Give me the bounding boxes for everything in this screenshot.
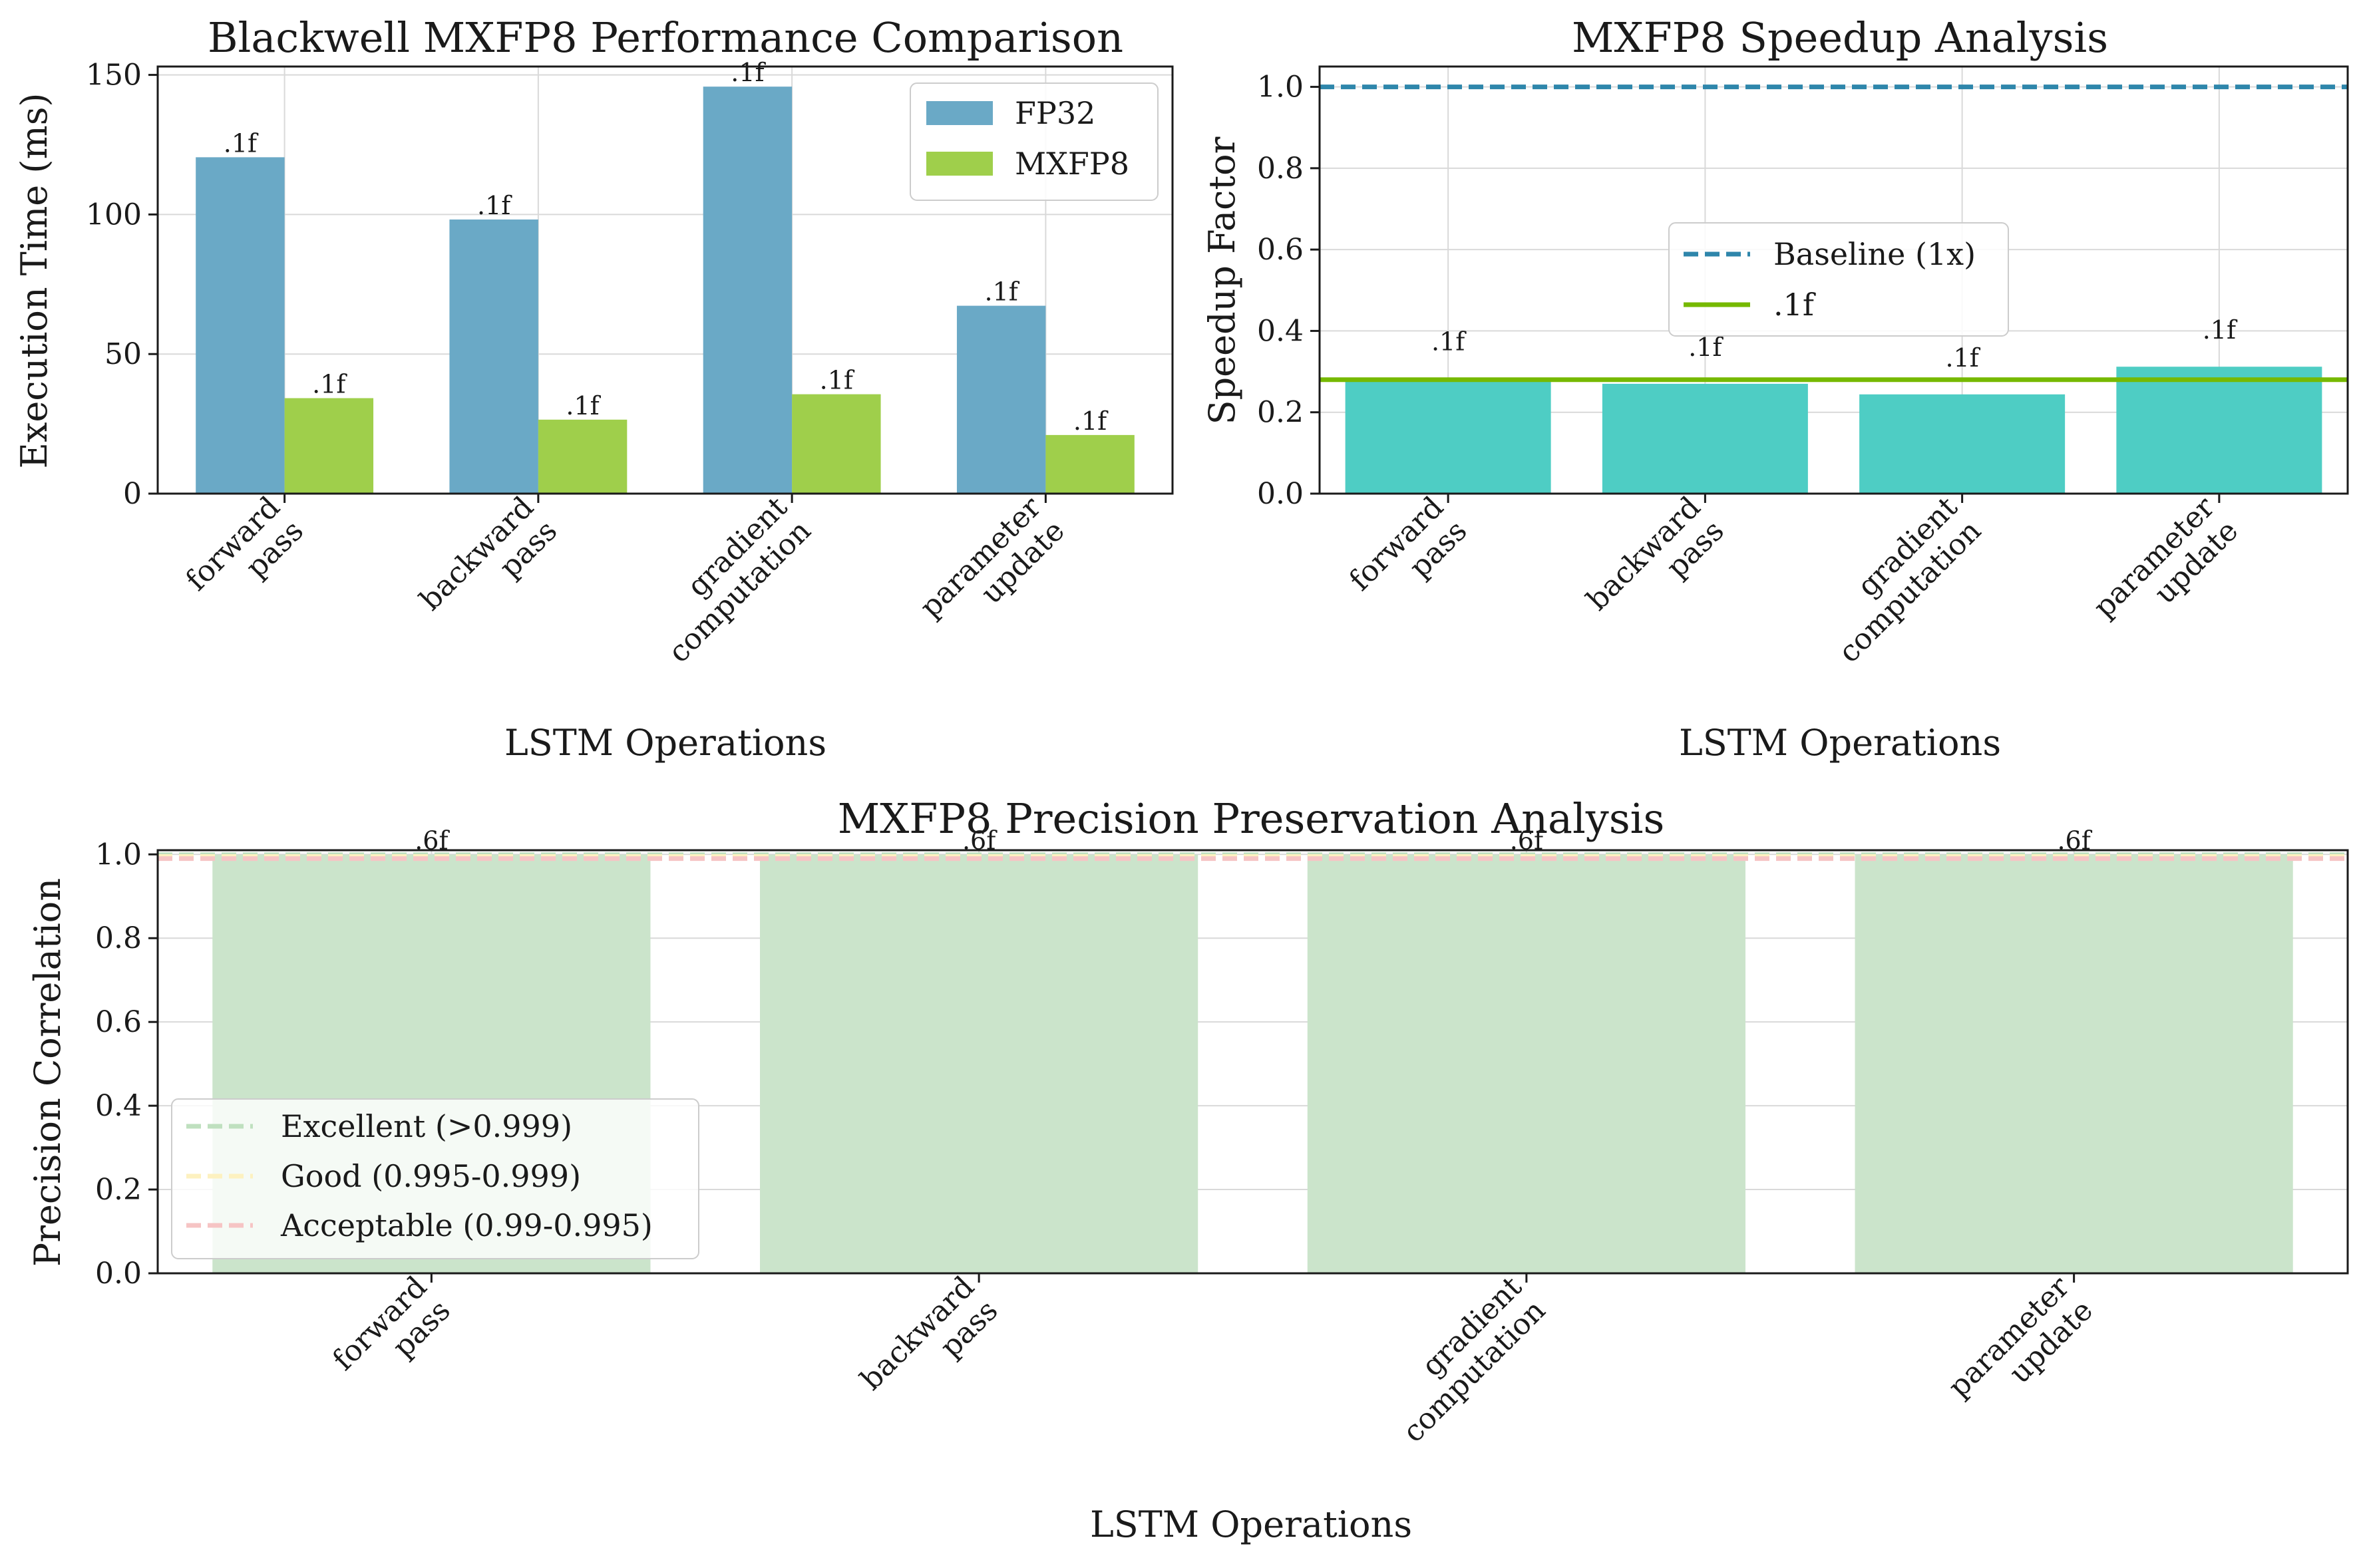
precision-legend-label-good: Good (0.995-0.999): [281, 1158, 581, 1194]
speedup-reference-lines: [1320, 84, 2348, 383]
precision-ytick-label: 0.4: [95, 1089, 142, 1123]
precision-chart: MXFP8 Precision Preservation Analysis Pr…: [27, 794, 2349, 1545]
perf-ytick-label: 0: [123, 477, 142, 511]
speedup-chart: MXFP8 Speedup Analysis Speedup Factor LS…: [1201, 13, 2349, 764]
speedup-bar-label: .1f: [1688, 333, 1724, 362]
perf-bar-label: .1f: [566, 391, 601, 420]
precision-bars: [212, 854, 2293, 1273]
perf-yticks: 0 50 100 150: [86, 59, 158, 511]
speedup-legend-label-baseline: Baseline (1x): [1773, 236, 1976, 272]
speedup-title: MXFP8 Speedup Analysis: [1572, 13, 2108, 62]
precision-ytick-label: 0.0: [95, 1257, 142, 1291]
speedup-yticks: 0.0 0.2 0.4 0.6 0.8 1.0: [1257, 71, 1320, 511]
precision-ytick-label: 0.2: [95, 1173, 142, 1207]
precision-bar: [760, 854, 1198, 1273]
speedup-bar: [2116, 367, 2322, 494]
precision-ytick-label: 0.8: [95, 921, 142, 955]
precision-xlabel: LSTM Operations: [1090, 1503, 1412, 1545]
perf-bars: [196, 86, 1135, 494]
speedup-ytick-label: 0.4: [1257, 314, 1304, 348]
precision-yticks: 0.0 0.2 0.4 0.6 0.8 1.0: [95, 838, 158, 1291]
perf-bar-label: .1f: [820, 366, 855, 395]
speedup-legend-label-mean: .1f: [1773, 287, 1816, 323]
perf-bar-label: .1f: [731, 58, 766, 87]
perf-ytick-label: 100: [86, 198, 142, 232]
perf-data-labels: .1f .1f .1f .1f .1f .1f .1f .1f: [224, 58, 1109, 436]
perf-bar-mxfp8: [792, 394, 881, 494]
speedup-ytick-label: 0.0: [1257, 477, 1304, 511]
precision-legend-label-excellent: Excellent (>0.999): [281, 1108, 572, 1144]
precision-ytick-label: 0.6: [95, 1005, 142, 1039]
speedup-ytick-label: 0.6: [1257, 233, 1304, 267]
precision-title: MXFP8 Precision Preservation Analysis: [838, 794, 1665, 843]
perf-ytick-label: 50: [104, 337, 142, 371]
speedup-ytick-label: 0.2: [1257, 396, 1304, 430]
perf-bar-mxfp8: [1045, 434, 1135, 494]
perf-legend-label-mxfp8: MXFP8: [1015, 146, 1129, 182]
perf-bar-label: .1f: [312, 369, 347, 398]
perf-ylabel: Execution Time (ms): [13, 93, 55, 469]
precision-legend: Excellent (>0.999) Good (0.995-0.999) Ac…: [171, 1098, 699, 1259]
speedup-bar: [1602, 383, 1808, 494]
perf-bar-label: .1f: [984, 277, 1019, 307]
perf-bar-fp32: [449, 219, 538, 494]
perf-legend-swatch-mxfp8: [926, 152, 993, 176]
speedup-data-labels: .1f .1f .1f .1f: [1431, 315, 2238, 373]
speedup-bar-label: .1f: [1945, 343, 1980, 373]
perf-legend: FP32 MXFP8: [910, 82, 1159, 201]
speedup-ytick-label: 0.8: [1257, 152, 1304, 186]
perf-bar-fp32: [703, 86, 793, 494]
perf-legend-label-fp32: FP32: [1015, 95, 1095, 131]
speedup-bar: [1345, 378, 1551, 494]
perf-bar-mxfp8: [538, 419, 628, 494]
precision-legend-label-acceptable: Acceptable (0.99-0.995): [280, 1207, 653, 1243]
speedup-bars: [1345, 367, 2322, 494]
speedup-legend-box: [1668, 222, 2009, 337]
perf-legend-swatch-fp32: [926, 101, 993, 125]
speedup-ytick-label: 1.0: [1257, 71, 1304, 104]
precision-bar: [1307, 854, 1745, 1273]
perf-chart: Blackwell MXFP8 Performance Comparison E…: [13, 13, 1174, 764]
speedup-bar: [1859, 394, 2066, 494]
perf-ytick-label: 150: [86, 59, 142, 92]
perf-title: Blackwell MXFP8 Performance Comparison: [208, 13, 1123, 62]
speedup-ylabel: Speedup Factor: [1201, 136, 1243, 424]
perf-bar-fp32: [956, 305, 1046, 494]
precision-ytick-label: 1.0: [95, 838, 142, 871]
perf-xlabel: LSTM Operations: [504, 722, 826, 764]
perf-bar-label: .1f: [477, 191, 512, 220]
perf-bar-label: .1f: [1073, 406, 1109, 436]
speedup-bar-label: .1f: [2203, 315, 2238, 345]
precision-bar: [1855, 854, 2293, 1273]
precision-legend-box: [171, 1098, 699, 1259]
precision-ylabel: Precision Correlation: [27, 878, 69, 1267]
speedup-legend: Baseline (1x) .1f: [1668, 222, 2009, 337]
perf-bar-mxfp8: [284, 398, 374, 494]
perf-bar-fp32: [196, 157, 285, 494]
speedup-xlabel: LSTM Operations: [1679, 722, 2001, 764]
precision-reference-lines: [158, 852, 2348, 862]
speedup-bar-label: .1f: [1431, 327, 1467, 356]
perf-bar-label: .1f: [224, 128, 259, 158]
precision-axes-frame: [156, 849, 2349, 1275]
perf-axes-frame: [156, 65, 1174, 495]
speedup-axes-frame: [1318, 65, 2349, 495]
